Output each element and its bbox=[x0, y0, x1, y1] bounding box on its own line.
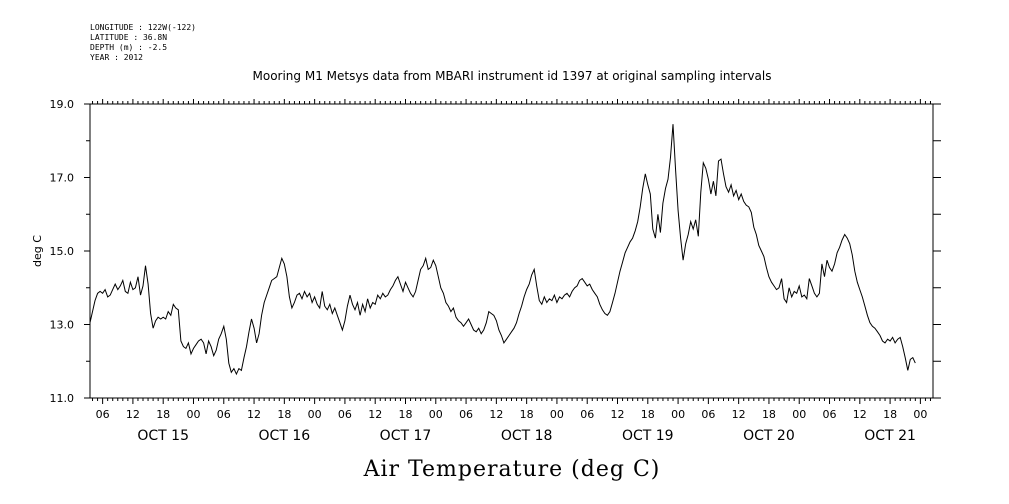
year-info: YEAR : 2012 bbox=[90, 53, 143, 62]
x-hour-label: 12 bbox=[368, 408, 382, 421]
x-hour-label: 06 bbox=[580, 408, 594, 421]
y-tick-label: 19.0 bbox=[50, 98, 75, 111]
x-hour-label: 00 bbox=[792, 408, 806, 421]
x-axis bbox=[92, 99, 931, 404]
latitude-info: LATITUDE : 36.8N bbox=[90, 33, 167, 42]
y-tick-label: 15.0 bbox=[50, 245, 75, 258]
x-day-labels: OCT 15 OCT 16 OCT 17 OCT 18 OCT 19 OCT 20 OCT … bbox=[137, 428, 916, 444]
y-axis-label: deg C bbox=[31, 235, 44, 267]
x-day-label: OCT 20 bbox=[743, 428, 795, 444]
x-hour-label: 06 bbox=[701, 408, 715, 421]
x-hour-label: 18 bbox=[520, 408, 534, 421]
y-tick-label: 11.0 bbox=[50, 392, 75, 405]
x-hour-label: 00 bbox=[913, 408, 927, 421]
x-axis-title: Air Temperature (deg C) bbox=[363, 457, 661, 482]
x-hour-label: 12 bbox=[489, 408, 503, 421]
x-hour-label: 00 bbox=[429, 408, 443, 421]
x-hour-label: 00 bbox=[671, 408, 685, 421]
x-hour-label: 18 bbox=[277, 408, 291, 421]
x-hour-label: 12 bbox=[126, 408, 140, 421]
x-hour-label: 00 bbox=[308, 408, 322, 421]
y-axis: 11.0 13.0 15.0 17.0 19.0 bbox=[50, 98, 941, 405]
y-tick-label: 13.0 bbox=[50, 319, 75, 332]
x-hour-label: 12 bbox=[853, 408, 867, 421]
x-hour-label: 06 bbox=[217, 408, 231, 421]
x-hour-label: 06 bbox=[96, 408, 110, 421]
x-hour-label: 12 bbox=[247, 408, 261, 421]
dataset-info-block: LONGITUDE : 122W(-122) LATITUDE : 36.8N … bbox=[90, 23, 196, 62]
x-hour-label: 06 bbox=[459, 408, 473, 421]
depth-info: DEPTH (m) : -2.5 bbox=[90, 43, 167, 52]
x-hour-label: 06 bbox=[823, 408, 837, 421]
plot-frame bbox=[89, 103, 934, 399]
x-hour-label: 18 bbox=[641, 408, 655, 421]
x-hour-label: 00 bbox=[186, 408, 200, 421]
series-line bbox=[89, 124, 916, 376]
x-hour-label: 12 bbox=[611, 408, 625, 421]
x-hour-label: 18 bbox=[883, 408, 897, 421]
x-day-label: OCT 21 bbox=[864, 428, 916, 444]
x-hour-label: 06 bbox=[338, 408, 352, 421]
x-day-label: OCT 19 bbox=[622, 428, 674, 444]
x-day-label: OCT 17 bbox=[380, 428, 432, 444]
x-day-label: OCT 18 bbox=[501, 428, 553, 444]
x-hour-label: 18 bbox=[156, 408, 170, 421]
x-day-label: OCT 16 bbox=[259, 428, 311, 444]
x-day-label: OCT 15 bbox=[137, 428, 189, 444]
x-hour-label: 12 bbox=[732, 408, 746, 421]
x-hour-labels: 06 12 18 00 06 12 18 00 06 12 18 00 06 12 18 00 06 12 18 00… bbox=[96, 408, 928, 421]
y-tick-label: 17.0 bbox=[50, 172, 75, 185]
x-hour-label: 00 bbox=[550, 408, 564, 421]
longitude-info: LONGITUDE : 122W(-122) bbox=[90, 23, 196, 32]
chart-title: Mooring M1 Metsys data from MBARI instru… bbox=[253, 69, 772, 83]
x-hour-label: 18 bbox=[762, 408, 776, 421]
x-hour-label: 18 bbox=[398, 408, 412, 421]
